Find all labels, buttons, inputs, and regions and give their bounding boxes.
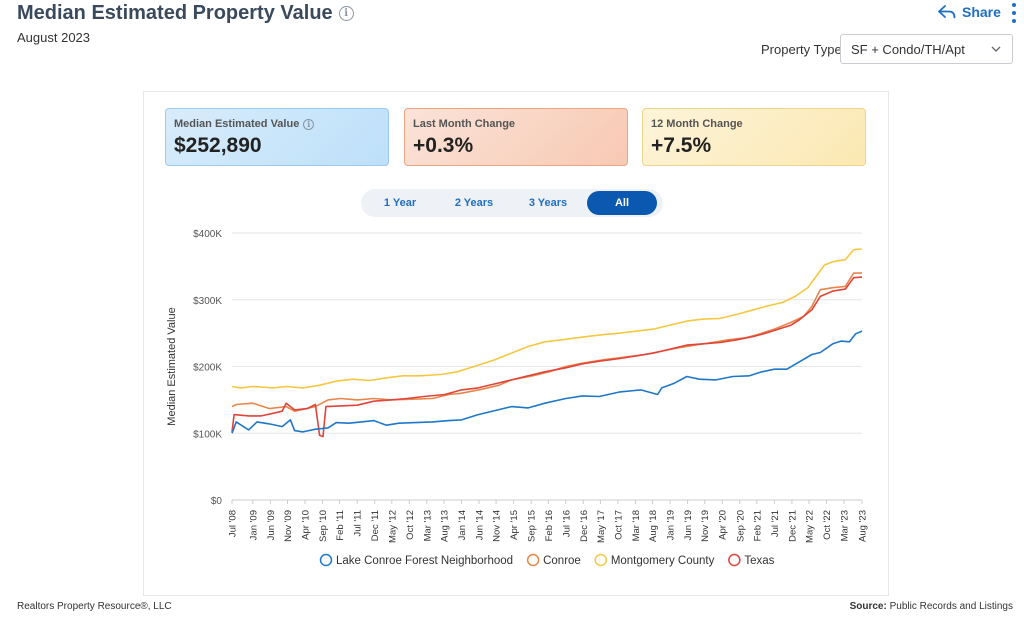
- x-tick-label: Oct '12: [405, 510, 416, 540]
- footer-source: Source: Public Records and Listings: [850, 601, 1013, 612]
- x-tick-label: Jun '14: [474, 510, 485, 540]
- x-tick-label: Jan '19: [666, 510, 677, 540]
- x-tick-label: Dec '21: [787, 510, 798, 542]
- x-tick-label: Jun '09: [266, 510, 277, 540]
- stat-last-month-change: Last Month Change +0.3%: [404, 108, 628, 166]
- x-tick-label: Aug '23: [858, 510, 869, 542]
- page-subtitle: August 2023: [17, 30, 91, 45]
- x-tick-label: Apr '20: [718, 510, 729, 540]
- info-icon[interactable]: i: [303, 118, 315, 130]
- source-value: Public Records and Listings: [889, 601, 1013, 612]
- x-tick-label: Feb '16: [544, 510, 555, 541]
- stat-label: Median Estimated Value: [174, 118, 300, 130]
- x-tick-label: Jan '14: [457, 510, 468, 540]
- stat-label: 12 Month Change: [651, 118, 743, 130]
- legend-marker: [728, 553, 741, 567]
- tab-1-year[interactable]: 1 Year: [383, 197, 417, 209]
- x-tick-label: May '12: [387, 510, 398, 543]
- x-tick-label: Jul '21: [770, 510, 781, 537]
- x-tick-label: Apr '15: [509, 510, 520, 540]
- x-tick-label: Sep '20: [735, 510, 746, 542]
- chevron-down-icon: [991, 46, 1001, 52]
- footer-credit: Realtors Property Resource®, LLC: [17, 601, 172, 612]
- y-tick-label: $200K: [193, 363, 222, 374]
- legend-label: Conroe: [543, 555, 581, 567]
- x-tick-label: May '22: [805, 510, 816, 543]
- x-tick-label: Mar '13: [422, 510, 433, 541]
- property-type-value: SF + Condo/TH/Apt: [851, 42, 965, 57]
- stat-label: Last Month Change: [413, 118, 516, 130]
- tab-2-years[interactable]: 2 Years: [454, 197, 494, 209]
- x-tick-label: Mar '23: [840, 510, 851, 541]
- stat-value: +7.5%: [651, 134, 712, 157]
- legend-label: Montgomery County: [611, 555, 715, 567]
- share-icon: [938, 5, 956, 19]
- legend-marker: [594, 553, 608, 567]
- property-type-select[interactable]: SF + Condo/TH/Apt: [840, 34, 1013, 64]
- x-tick-label: Nov '14: [492, 510, 503, 542]
- chart-card: Median Estimated Value i $252,890 Last Mo…: [143, 91, 889, 596]
- x-tick-label: Jun '19: [683, 510, 694, 540]
- x-tick-label: Nov '19: [700, 510, 711, 542]
- stat-12-month-change: 12 Month Change +7.5%: [642, 108, 866, 166]
- x-tick-label: Jul '08: [228, 510, 239, 537]
- x-tick-label: Dec '11: [370, 510, 381, 541]
- x-tick-label: Oct '22: [822, 510, 833, 540]
- stat-value: $252,890: [174, 134, 262, 157]
- source-label: Source:: [849, 601, 887, 612]
- x-tick-label: Aug '13: [439, 510, 450, 542]
- y-axis-label: Median Estimated Value: [166, 307, 178, 425]
- legend-marker: [319, 553, 333, 567]
- x-tick-label: Dec '16: [579, 510, 590, 542]
- page-title-text: Median Estimated Property Value: [17, 2, 333, 24]
- x-tick-label: Feb '21: [752, 510, 763, 541]
- y-tick-label: $300K: [193, 296, 222, 307]
- time-range-selector: 1 Year 2 Years 3 Years All: [361, 189, 663, 217]
- legend-label: Texas: [744, 555, 774, 567]
- legend-label: Lake Conroe Forest Neighborhood: [336, 555, 513, 567]
- x-tick-label: Sep '10: [318, 510, 329, 542]
- x-tick-label: Feb '11: [335, 510, 346, 541]
- x-tick-label: Sep '15: [527, 510, 538, 542]
- more-options-icon[interactable]: [1011, 3, 1017, 23]
- line-chart: $0 $100K $200K $300K $400K Median Estimated V…: [166, 229, 869, 567]
- legend-marker: [526, 553, 540, 567]
- property-type-label: Property Type: [761, 42, 842, 57]
- y-tick-label: $0: [211, 496, 223, 507]
- x-tick-label: Jan '09: [248, 510, 259, 540]
- info-icon[interactable]: i: [338, 6, 354, 21]
- x-tick-label: May '17: [596, 510, 607, 543]
- share-label: Share: [962, 4, 1001, 20]
- x-tick-label: Jul '16: [561, 510, 572, 537]
- x-tick-label: Apr '10: [301, 510, 312, 540]
- x-tick-label: Aug '18: [648, 510, 659, 542]
- stat-value: +0.3%: [413, 134, 474, 157]
- x-tick-label: Jul '11: [353, 510, 364, 536]
- y-tick-label: $100K: [193, 429, 222, 440]
- y-tick-label: $400K: [193, 229, 222, 240]
- series-line-montgomery: [231, 248, 863, 389]
- x-tick-label: Oct '17: [613, 510, 624, 540]
- series-line-lake: [231, 330, 863, 434]
- stat-median-value: Median Estimated Value i $252,890: [165, 108, 389, 166]
- share-button[interactable]: Share: [938, 4, 1001, 20]
- x-tick-label: Mar '18: [631, 510, 642, 541]
- x-tick-label: Nov '09: [283, 510, 294, 542]
- tab-3-years[interactable]: 3 Years: [528, 197, 568, 209]
- series-line-texas: [231, 276, 863, 438]
- page-title: Median Estimated Property Value i: [17, 2, 354, 25]
- tab-all[interactable]: All: [587, 191, 657, 215]
